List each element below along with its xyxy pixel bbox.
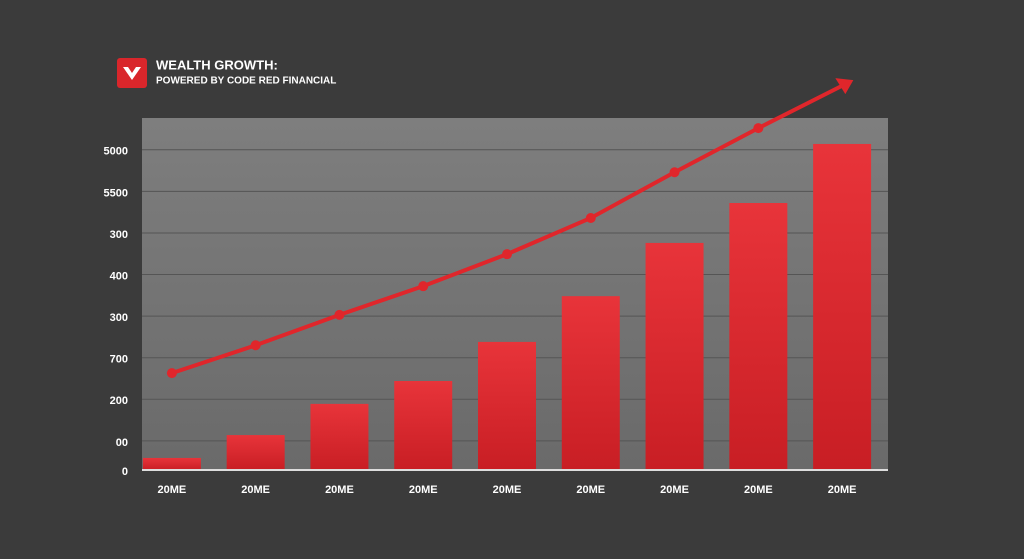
line-point <box>753 123 764 134</box>
line-point <box>334 309 345 320</box>
x-tick-label: 20ME <box>576 484 605 496</box>
y-tick-label: 5500 <box>104 187 128 199</box>
line-point <box>418 281 429 292</box>
y-tick-label: 00 <box>116 437 128 449</box>
x-tick-label: 20ME <box>325 484 354 496</box>
x-tick-label: 20ME <box>241 484 270 496</box>
bar <box>729 203 788 470</box>
chart-title: WEALTH GROWTH: <box>156 57 278 72</box>
bar <box>394 381 453 470</box>
y-tick-label: 200 <box>110 395 128 407</box>
y-tick-label: 400 <box>110 270 128 282</box>
x-tick-label: 20ME <box>660 484 689 496</box>
x-tick-label: 20ME <box>158 484 187 496</box>
bar <box>478 341 536 470</box>
chart-subtitle: POWERED BY CODE RED FINANCIAL <box>156 76 336 87</box>
line <box>171 126 760 375</box>
x-tick-label: 20ME <box>409 484 438 496</box>
y-tick-label: 300 <box>110 229 128 241</box>
y-tick-label: 0 <box>122 466 128 478</box>
line-point <box>502 249 512 260</box>
x-tick-label: 20ME <box>744 484 773 496</box>
line-point <box>585 212 596 223</box>
bar <box>226 435 285 470</box>
bar <box>142 457 201 470</box>
logo <box>117 58 147 88</box>
arrow-shaft <box>757 82 847 130</box>
arrow-head <box>835 78 854 95</box>
x-tick-label: 20ME <box>828 484 857 496</box>
y-tick-label: 300 <box>110 312 128 324</box>
y-tick-label: 700 <box>110 354 128 366</box>
line-point <box>250 340 261 351</box>
bar <box>813 143 872 470</box>
bar <box>645 242 704 470</box>
bar <box>561 296 620 470</box>
line-point <box>669 167 680 178</box>
line-point <box>166 368 177 379</box>
bar <box>310 403 369 470</box>
x-tick-label: 20ME <box>493 484 522 496</box>
y-tick-label: 5000 <box>104 146 128 158</box>
